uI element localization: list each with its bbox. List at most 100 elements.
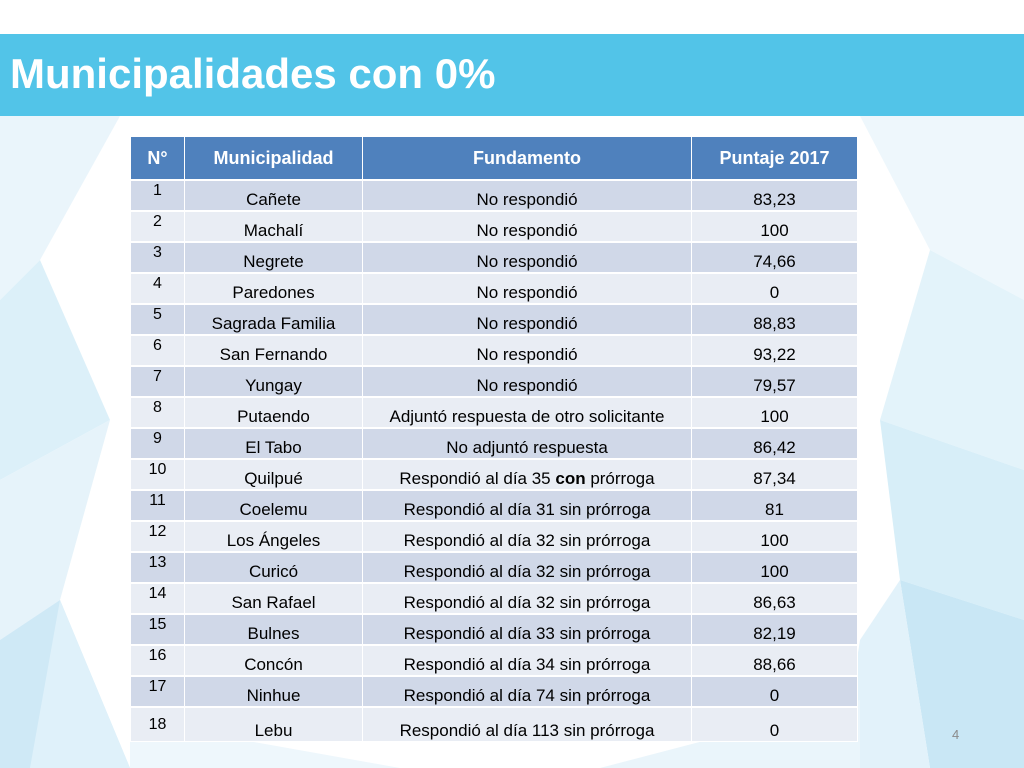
row-number: 15 [130, 613, 185, 646]
row-puntaje: 88,83 [691, 303, 858, 336]
row-fundamento: Respondió al día 113 sin prórroga [362, 706, 692, 742]
row-fundamento: No respondió [362, 179, 692, 212]
row-municipalidad: Machalí [184, 210, 363, 243]
row-fundamento: No respondió [362, 241, 692, 274]
row-puntaje: 74,66 [691, 241, 858, 274]
row-puntaje: 100 [691, 520, 858, 553]
header-puntaje: Puntaje 2017 [691, 136, 858, 181]
row-municipalidad: Lebu [184, 706, 363, 742]
table-header-row: N° Municipalidad Fundamento Puntaje 2017 [130, 136, 858, 181]
row-puntaje: 0 [691, 675, 858, 708]
row-number: 4 [130, 272, 185, 305]
row-puntaje: 79,57 [691, 365, 858, 398]
row-number: 9 [130, 427, 185, 460]
row-fundamento: Respondió al día 31 sin prórroga [362, 489, 692, 522]
row-puntaje: 93,22 [691, 334, 858, 367]
row-fundamento: Respondió al día 74 sin prórroga [362, 675, 692, 708]
row-municipalidad: Paredones [184, 272, 363, 305]
row-puntaje: 86,63 [691, 582, 858, 615]
table-row: 8 Putaendo Adjuntó respuesta de otro sol… [130, 396, 858, 429]
row-puntaje: 81 [691, 489, 858, 522]
table-row: 5 Sagrada Familia No respondió 88,83 [130, 303, 858, 336]
row-municipalidad: Yungay [184, 365, 363, 398]
row-number: 8 [130, 396, 185, 429]
table-row: 15 Bulnes Respondió al día 33 sin prórro… [130, 613, 858, 646]
table-row: 13 Curicó Respondió al día 32 sin prórro… [130, 551, 858, 584]
row-municipalidad: Curicó [184, 551, 363, 584]
table-row: 17 Ninhue Respondió al día 74 sin prórro… [130, 675, 858, 708]
municipalities-table-container: N° Municipalidad Fundamento Puntaje 2017… [130, 136, 858, 742]
page-number: 4 [952, 727, 960, 742]
fundamento-part: Respondió al día 35 [399, 469, 556, 488]
row-fundamento: No adjuntó respuesta [362, 427, 692, 460]
row-municipalidad: Negrete [184, 241, 363, 274]
header-municipalidad: Municipalidad [184, 136, 363, 181]
row-puntaje: 0 [691, 272, 858, 305]
row-number: 6 [130, 334, 185, 367]
header-number: N° [130, 136, 185, 181]
row-fundamento: No respondió [362, 272, 692, 305]
row-number: 3 [130, 241, 185, 274]
row-municipalidad: San Rafael [184, 582, 363, 615]
row-fundamento: Respondió al día 35 con prórroga [362, 458, 692, 491]
row-number: 11 [130, 489, 185, 522]
row-municipalidad: El Tabo [184, 427, 363, 460]
row-municipalidad: Coelemu [184, 489, 363, 522]
table-row: 18 Lebu Respondió al día 113 sin prórrog… [130, 706, 858, 742]
table-row: 16 Concón Respondió al día 34 sin prórro… [130, 644, 858, 677]
row-municipalidad: Los Ángeles [184, 520, 363, 553]
row-puntaje: 86,42 [691, 427, 858, 460]
row-municipalidad: Ninhue [184, 675, 363, 708]
row-number: 5 [130, 303, 185, 336]
slide-title: Municipalidades con 0% [10, 50, 496, 97]
table-row: 9 El Tabo No adjuntó respuesta 86,42 [130, 427, 858, 460]
table-row: 14 San Rafael Respondió al día 32 sin pr… [130, 582, 858, 615]
row-fundamento: No respondió [362, 210, 692, 243]
row-number: 16 [130, 644, 185, 677]
row-fundamento: Respondió al día 32 sin prórroga [362, 551, 692, 584]
table-row: 11 Coelemu Respondió al día 31 sin prórr… [130, 489, 858, 522]
row-fundamento: No respondió [362, 334, 692, 367]
title-bar [0, 34, 1024, 116]
table-row: 6 San Fernando No respondió 93,22 [130, 334, 858, 367]
row-number: 2 [130, 210, 185, 243]
table-row: 7 Yungay No respondió 79,57 [130, 365, 858, 398]
row-fundamento: Respondió al día 32 sin prórroga [362, 582, 692, 615]
row-puntaje: 82,19 [691, 613, 858, 646]
row-fundamento: Respondió al día 34 sin prórroga [362, 644, 692, 677]
row-fundamento: No respondió [362, 365, 692, 398]
row-puntaje: 87,34 [691, 458, 858, 491]
row-municipalidad: Concón [184, 644, 363, 677]
fundamento-emphasis: con [555, 469, 586, 488]
header-fundamento: Fundamento [362, 136, 692, 181]
table-row: 10 Quilpué Respondió al día 35 con prórr… [130, 458, 858, 491]
table-row: 1 Cañete No respondió 83,23 [130, 179, 858, 212]
row-number: 1 [130, 179, 185, 212]
row-puntaje: 0 [691, 706, 858, 742]
table-row: 4 Paredones No respondió 0 [130, 272, 858, 305]
row-number: 18 [130, 706, 185, 742]
fundamento-part: prórroga [585, 469, 655, 488]
row-municipalidad: Bulnes [184, 613, 363, 646]
table-row: 2 Machalí No respondió 100 [130, 210, 858, 243]
row-fundamento: No respondió [362, 303, 692, 336]
row-puntaje: 88,66 [691, 644, 858, 677]
row-fundamento: Respondió al día 33 sin prórroga [362, 613, 692, 646]
row-number: 14 [130, 582, 185, 615]
row-puntaje: 100 [691, 551, 858, 584]
row-puntaje: 83,23 [691, 179, 858, 212]
row-puntaje: 100 [691, 210, 858, 243]
row-number: 17 [130, 675, 185, 708]
row-number: 10 [130, 458, 185, 491]
table-row: 12 Los Ángeles Respondió al día 32 sin p… [130, 520, 858, 553]
row-municipalidad: San Fernando [184, 334, 363, 367]
table-row: 3 Negrete No respondió 74,66 [130, 241, 858, 274]
row-number: 12 [130, 520, 185, 553]
row-number: 13 [130, 551, 185, 584]
row-puntaje: 100 [691, 396, 858, 429]
row-fundamento: Adjuntó respuesta de otro solicitante [362, 396, 692, 429]
row-municipalidad: Sagrada Familia [184, 303, 363, 336]
municipalities-table: N° Municipalidad Fundamento Puntaje 2017… [130, 136, 858, 742]
row-municipalidad: Quilpué [184, 458, 363, 491]
